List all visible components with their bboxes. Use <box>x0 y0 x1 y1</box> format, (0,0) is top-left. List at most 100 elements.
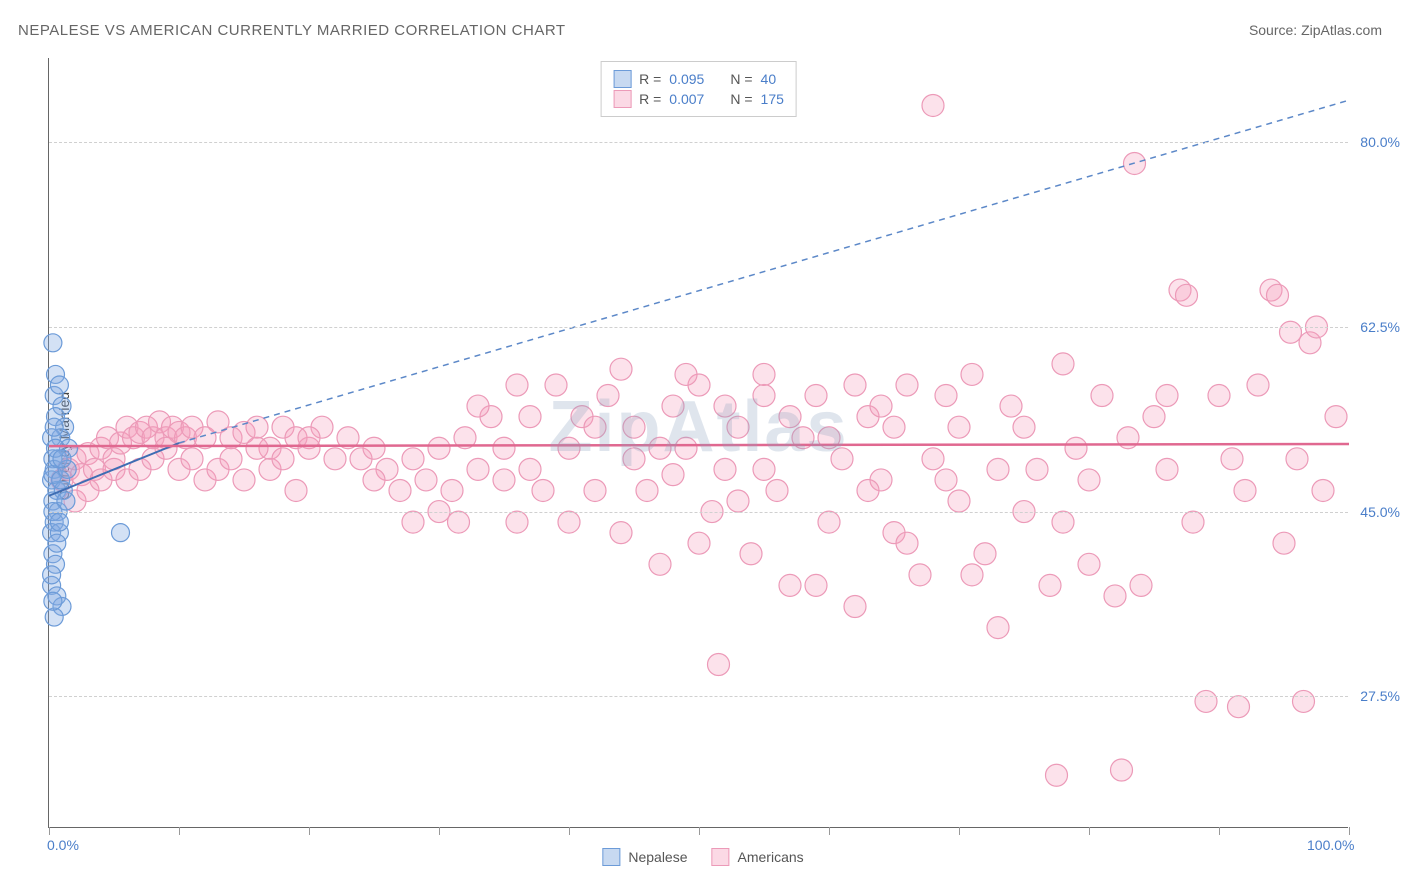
data-point <box>467 458 489 480</box>
data-point <box>233 469 255 491</box>
data-point <box>1234 479 1256 501</box>
data-point <box>112 524 130 542</box>
data-point <box>1280 321 1302 343</box>
data-point <box>1130 574 1152 596</box>
data-point <box>44 592 62 610</box>
x-tick <box>1089 827 1090 835</box>
x-tick <box>179 827 180 835</box>
data-point <box>1026 458 1048 480</box>
data-point <box>50 376 68 394</box>
data-point <box>1325 406 1347 428</box>
data-point <box>649 553 671 575</box>
data-point <box>1039 574 1061 596</box>
data-point <box>1286 448 1308 470</box>
data-point <box>493 469 515 491</box>
data-point <box>974 543 996 565</box>
x-tick <box>309 827 310 835</box>
data-point <box>708 654 730 676</box>
data-point <box>43 566 61 584</box>
data-point <box>831 448 853 470</box>
data-point <box>1111 759 1133 781</box>
data-point <box>467 395 489 417</box>
data-point <box>220 448 242 470</box>
y-tick-label: 80.0% <box>1360 134 1400 150</box>
data-point <box>1195 690 1217 712</box>
data-point <box>1052 511 1074 533</box>
r-label: R = <box>639 71 661 87</box>
data-point <box>662 464 684 486</box>
swatch-nepalese-icon <box>613 70 631 88</box>
data-point <box>506 511 528 533</box>
n-label: N = <box>730 91 752 107</box>
data-point <box>53 450 71 468</box>
y-tick-label: 27.5% <box>1360 688 1400 704</box>
x-tick-label: 0.0% <box>47 837 79 853</box>
gridline <box>49 512 1348 513</box>
data-point <box>610 522 632 544</box>
data-point <box>727 416 749 438</box>
data-point <box>740 543 762 565</box>
data-point <box>948 416 970 438</box>
data-point <box>636 479 658 501</box>
data-point <box>1078 553 1100 575</box>
r-label: R = <box>639 91 661 107</box>
x-tick <box>49 827 50 835</box>
data-point <box>448 511 470 533</box>
data-point <box>1267 284 1289 306</box>
r-value-nepalese: 0.095 <box>669 71 704 87</box>
data-point <box>558 511 580 533</box>
data-point <box>818 511 840 533</box>
x-tick-label: 100.0% <box>1307 837 1354 853</box>
plot-area: R = 0.095 N = 40 R = 0.007 N = 175 ZipAt… <box>48 58 1348 828</box>
x-tick <box>569 827 570 835</box>
gridline <box>49 327 1348 328</box>
data-point <box>584 416 606 438</box>
n-label: N = <box>730 71 752 87</box>
legend-series: Nepalese Americans <box>602 840 803 874</box>
scatter-svg <box>49 58 1348 827</box>
x-tick <box>1349 827 1350 835</box>
data-point <box>363 437 385 459</box>
legend-label: Americans <box>738 849 804 865</box>
data-point <box>935 385 957 407</box>
data-point <box>961 564 983 586</box>
data-point <box>1052 353 1074 375</box>
data-point <box>48 534 66 552</box>
data-point <box>935 469 957 491</box>
data-point <box>623 416 645 438</box>
data-point <box>1273 532 1295 554</box>
data-point <box>753 458 775 480</box>
data-point <box>714 458 736 480</box>
data-point <box>688 532 710 554</box>
x-tick <box>1219 827 1220 835</box>
data-point <box>45 418 63 436</box>
r-value-americans: 0.007 <box>669 91 704 107</box>
data-point <box>324 448 346 470</box>
data-point <box>50 513 68 531</box>
x-tick <box>699 827 700 835</box>
data-point <box>1000 395 1022 417</box>
data-point <box>1221 448 1243 470</box>
data-point <box>558 437 580 459</box>
data-point <box>1013 416 1035 438</box>
data-point <box>649 437 671 459</box>
data-point <box>493 437 515 459</box>
data-point <box>948 490 970 512</box>
data-point <box>519 458 541 480</box>
data-point <box>246 437 268 459</box>
data-point <box>1293 690 1315 712</box>
data-point <box>519 406 541 428</box>
data-point <box>1247 374 1269 396</box>
data-point <box>662 395 684 417</box>
source-attribution: Source: ZipAtlas.com <box>1249 22 1382 38</box>
y-tick-label: 62.5% <box>1360 319 1400 335</box>
data-point <box>623 448 645 470</box>
x-tick <box>829 827 830 835</box>
data-point <box>610 358 632 380</box>
data-point <box>870 395 892 417</box>
legend-label: Nepalese <box>628 849 687 865</box>
data-point <box>402 448 424 470</box>
data-point <box>402 511 424 533</box>
data-point <box>896 532 918 554</box>
data-point <box>909 564 931 586</box>
